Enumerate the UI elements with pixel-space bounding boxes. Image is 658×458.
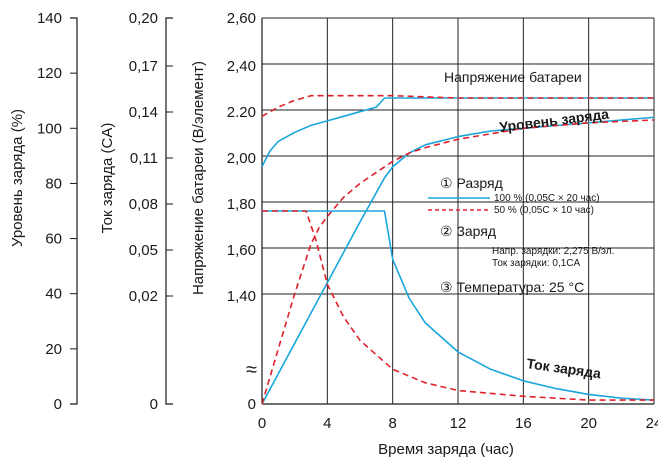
current-tick-label: 0,14 — [129, 104, 158, 121]
current-tick-label: 0,11 — [130, 150, 158, 167]
series-lines — [261, 94, 655, 405]
voltage-tick-label: 0 — [248, 396, 256, 413]
axis-break-symbol: ≈ — [246, 359, 257, 381]
voltage-tick-label: 2,60 — [227, 10, 256, 27]
current-curve-label: Ток заряда — [526, 355, 603, 381]
level-tick-label: 80 — [45, 175, 62, 192]
level-tick-label: 100 — [37, 120, 62, 137]
x-tick-label: 8 — [388, 415, 396, 432]
voltage-tick-label: 2,40 — [227, 58, 256, 75]
legend-temperature: ③ Температура: 25 °C — [440, 279, 584, 295]
voltage-curve-label: Напряжение батареи — [444, 69, 582, 85]
x-tick-label: 4 — [323, 415, 331, 432]
level-tick-label: 60 — [45, 231, 62, 248]
current-tick-label: 0,17 — [129, 58, 158, 75]
legend-discharge-50: 50 % (0,05C × 10 час) — [494, 205, 594, 216]
current-tick-label: 0,05 — [129, 242, 158, 259]
level-axis-title: Уровень заряда (%) — [9, 109, 26, 247]
level-tick-label: 20 — [45, 341, 62, 358]
current-axis-title: Ток заряда (CA) — [99, 123, 116, 234]
grid — [70, 17, 655, 404]
current-tick-label: 0,20 — [129, 10, 158, 27]
x-tick-label: 24 — [646, 415, 658, 432]
current-tick-label: 0,08 — [129, 196, 158, 213]
current-dashed-series — [262, 210, 654, 401]
legend-charge-current: Ток зарядки: 0,1CA — [492, 258, 581, 269]
current-tick-label: 0,02 — [129, 288, 158, 305]
legend-charge-title: ② Заряд — [440, 223, 496, 239]
legend-discharge-title: ① Разряд — [440, 175, 503, 191]
level-axis-line — [70, 17, 78, 405]
level-dashed-series — [261, 119, 655, 405]
level-tick-label: 40 — [45, 286, 62, 303]
x-tick-label: 0 — [258, 415, 266, 432]
level-tick-label: 120 — [37, 65, 62, 82]
legend-charge-voltage: Напр. зарядки: 2,275 В/эл. — [492, 246, 614, 257]
x-axis-title: Время заряда (час) — [378, 441, 514, 458]
voltage-tick-label: 1,80 — [227, 196, 256, 213]
x-tick-label: 12 — [450, 415, 467, 432]
voltage-tick-label: 2.20 — [227, 104, 256, 121]
current-axis-line — [165, 17, 173, 405]
voltage-tick-label: 1,40 — [227, 288, 256, 305]
voltage-tick-label: 1,60 — [227, 242, 256, 259]
level-tick-label: 140 — [37, 10, 62, 27]
legend-discharge-100: 100 % (0,05C × 20 час) — [494, 193, 600, 204]
level-tick-label: 0 — [54, 396, 62, 413]
legend: ① Разряд 100 % (0,05C × 20 час) 50 % (0,… — [428, 175, 614, 295]
voltage-tick-label: 2,00 — [227, 150, 256, 167]
voltage-axis-title: Напряжение батареи (В/элемент) — [190, 61, 207, 295]
x-tick-label: 16 — [515, 415, 532, 432]
current-solid-series — [262, 210, 655, 401]
x-tick-label: 20 — [580, 415, 597, 432]
current-tick-label: 0 — [150, 396, 158, 413]
tick-labels: 02040608010012014000,020,050,080,110,140… — [37, 10, 658, 432]
